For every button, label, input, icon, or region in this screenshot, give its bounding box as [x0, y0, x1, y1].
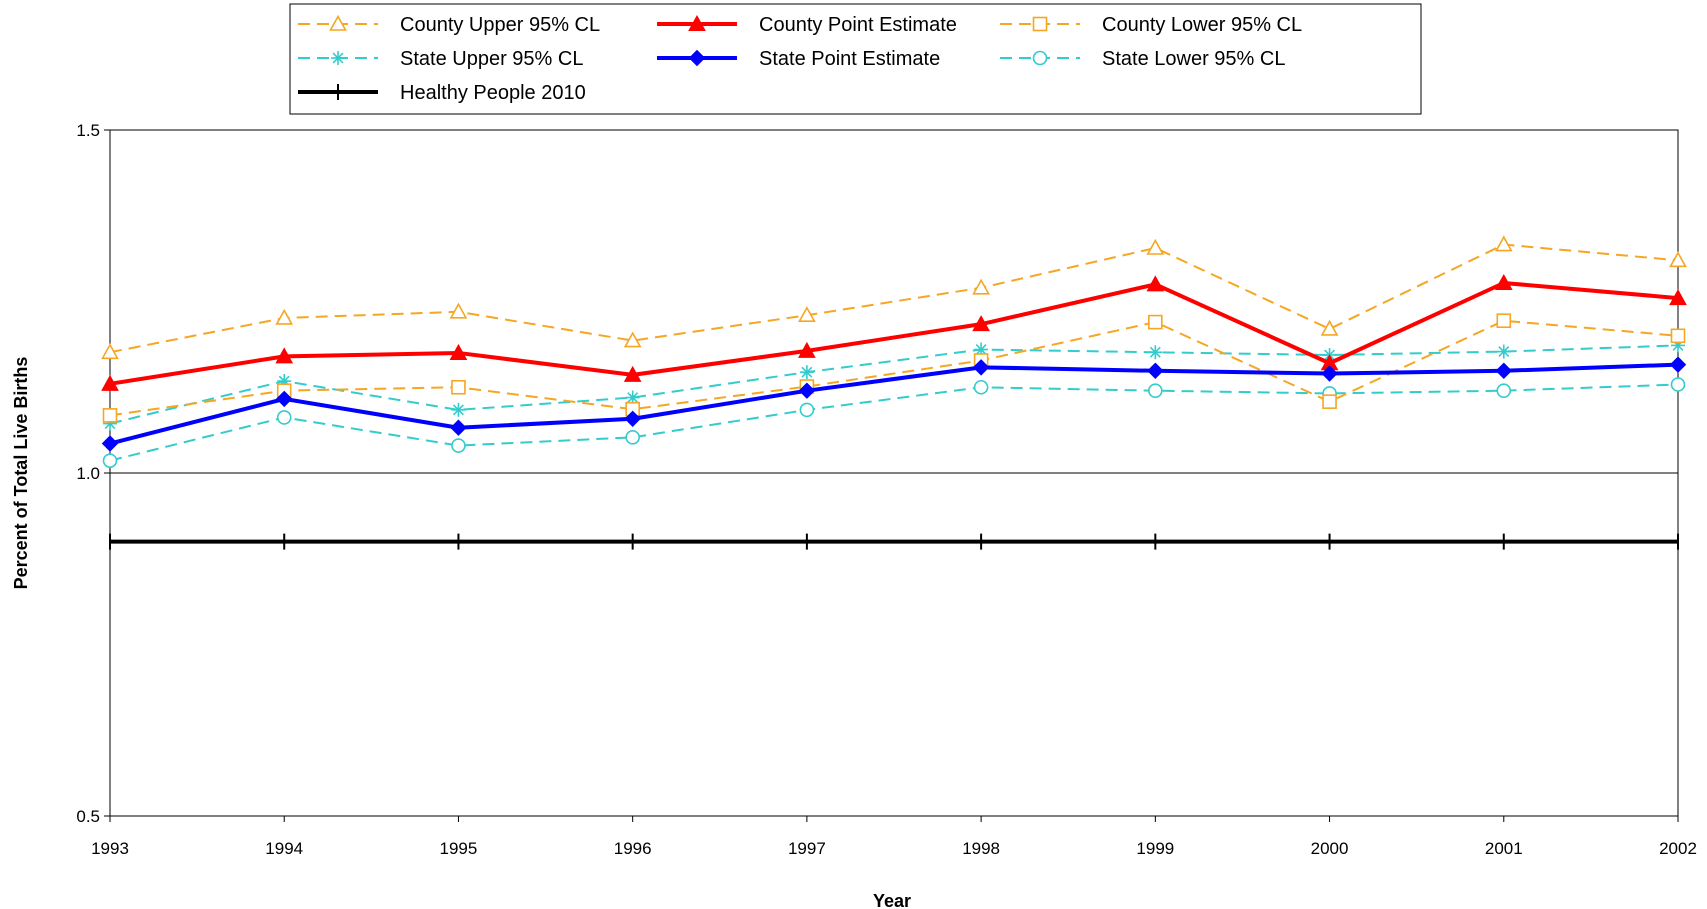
data-point [276, 390, 293, 408]
data-point [1496, 383, 1512, 398]
data-point [101, 435, 119, 452]
data-point [1670, 377, 1686, 392]
legend-marker [688, 14, 706, 31]
legend-label: State Lower 95% CL [1102, 48, 1285, 70]
data-point [1669, 251, 1687, 268]
series-healthy-people-2010 [109, 533, 1679, 550]
data-point [1147, 362, 1164, 379]
y-axis-title: Percent of Total Live Births [11, 357, 31, 590]
data-point [625, 430, 640, 445]
data-point [1321, 365, 1338, 382]
data-point [101, 374, 119, 391]
data-point [449, 343, 468, 360]
data-point [1146, 238, 1165, 255]
data-point [451, 402, 466, 417]
data-point [1495, 362, 1512, 379]
data-point [451, 379, 466, 395]
x-tick-label: 2000 [1311, 839, 1349, 858]
legend: County Upper 95% CL County Point Estimate… [289, 3, 1422, 115]
data-point [1669, 289, 1687, 306]
legend-label: State Point Estimate [759, 48, 940, 70]
data-point [798, 341, 816, 358]
data-point [102, 408, 118, 423]
data-point [449, 302, 468, 319]
legend-entry: State Point Estimate [657, 48, 940, 70]
legend-entry: County Upper 95% CL [298, 14, 600, 36]
legend-label: State Upper 95% CL [400, 48, 583, 70]
series-state-point-estimate [101, 356, 1687, 452]
data-point [1670, 328, 1686, 344]
legend-marker [329, 14, 347, 31]
x-tick-label: 1998 [962, 839, 1000, 858]
legend-entry: Healthy People 2010 [298, 82, 586, 104]
legend-label: County Lower 95% CL [1102, 14, 1302, 36]
y-tick-label: 1.0 [76, 464, 100, 483]
data-point [1148, 383, 1163, 398]
data-point [101, 343, 119, 360]
data-point [623, 331, 642, 348]
legend-box [289, 3, 1422, 115]
data-point [1494, 273, 1513, 290]
legend-entry: State Upper 95% CL [298, 48, 583, 70]
data-point [1496, 344, 1511, 359]
series-county-lower-95-cl [102, 313, 1686, 423]
data-point [1494, 235, 1513, 252]
series-line [109, 280, 1679, 386]
x-tick-label: 1995 [440, 839, 478, 858]
x-tick-label: 2001 [1485, 839, 1523, 858]
x-tick-label: 2002 [1659, 839, 1697, 858]
series-line [109, 344, 1679, 425]
data-point [102, 453, 118, 468]
data-point [1496, 313, 1512, 329]
x-axis: 1993 1994 1995 1996 1997 1998 1999 2000 2001 2002 [91, 816, 1697, 858]
data-point [276, 410, 292, 425]
data-point [1669, 356, 1687, 373]
legend-entry: County Point Estimate [657, 14, 957, 36]
series-layer [101, 235, 1687, 550]
data-point [1148, 345, 1163, 360]
data-point [973, 379, 989, 395]
data-point [972, 278, 990, 295]
data-point [799, 365, 814, 380]
data-point [450, 419, 467, 436]
data-point [799, 402, 815, 418]
x-tick-label: 1994 [265, 839, 303, 858]
legend-marker [688, 49, 706, 67]
legend-marker [1032, 16, 1048, 32]
series-county-point-estimate [101, 273, 1687, 391]
legend-label: County Upper 95% CL [400, 14, 600, 36]
legend-entry: State Lower 95% CL [1000, 48, 1285, 70]
x-tick-label: 1999 [1136, 839, 1174, 858]
data-point [275, 347, 294, 364]
legend-entry: County Lower 95% CL [1000, 14, 1302, 36]
data-point [1322, 394, 1337, 409]
x-tick-label: 1996 [614, 839, 652, 858]
series-line [109, 383, 1679, 462]
data-point [1146, 275, 1165, 292]
data-point [798, 306, 816, 323]
legend-marker [1032, 50, 1048, 66]
data-point [798, 382, 816, 399]
data-point [972, 315, 990, 332]
data-point [624, 410, 641, 428]
data-point [451, 438, 466, 453]
x-tick-label: 1997 [788, 839, 826, 858]
y-tick-label: 0.5 [76, 807, 100, 826]
series-county-upper-95-cl [101, 235, 1687, 360]
x-tick-label: 1993 [91, 839, 129, 858]
legend-label: County Point Estimate [759, 14, 957, 36]
legend-marker [331, 51, 345, 65]
series-line [109, 362, 1679, 446]
series-line [109, 319, 1679, 417]
data-point [623, 365, 642, 382]
data-point [1148, 314, 1163, 330]
legend-label: Healthy People 2010 [400, 82, 586, 104]
y-axis: 0.5 1.0 1.5 [76, 121, 110, 826]
y-tick-label: 1.5 [76, 121, 100, 140]
data-point [972, 359, 990, 376]
data-point [1320, 319, 1339, 336]
x-axis-title: Year [873, 891, 911, 909]
data-point [275, 308, 294, 325]
